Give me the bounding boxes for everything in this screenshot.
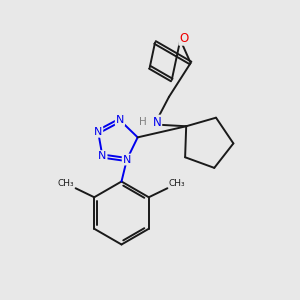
Text: N: N [152, 116, 161, 129]
Text: CH₃: CH₃ [169, 178, 185, 188]
Text: H: H [139, 117, 147, 127]
Text: O: O [179, 32, 188, 45]
Text: N: N [123, 154, 131, 164]
Text: CH₃: CH₃ [58, 178, 74, 188]
Text: N: N [116, 115, 124, 125]
Text: N: N [94, 127, 102, 137]
Text: N: N [98, 151, 106, 161]
